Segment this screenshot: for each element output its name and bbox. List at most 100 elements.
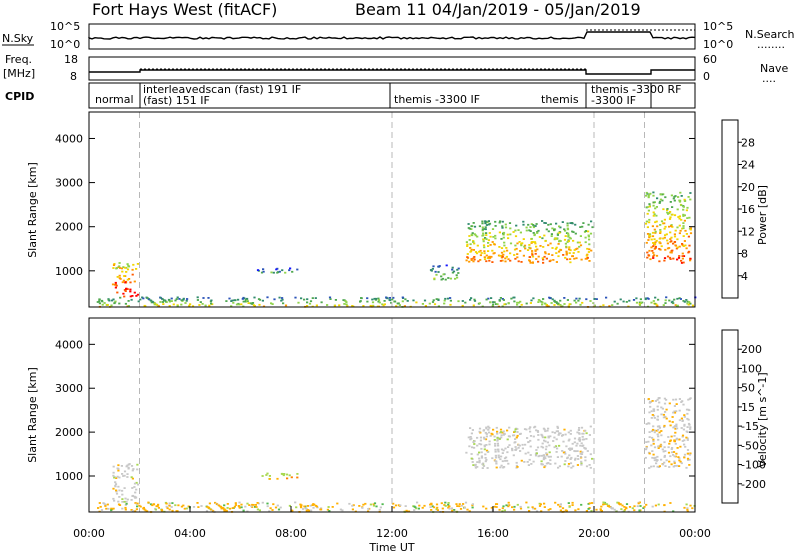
- echo-cell: [528, 229, 531, 232]
- echo-cell: [492, 303, 495, 306]
- echo-cell: [423, 504, 426, 507]
- echo-cell: [331, 506, 334, 508]
- echo-cell: [437, 271, 440, 273]
- echo-cell: [121, 473, 124, 475]
- echo-cell: [240, 303, 243, 306]
- echo-cell: [515, 436, 518, 439]
- echo-cell: [262, 305, 266, 308]
- echo-cell: [231, 507, 234, 509]
- echo-cell: [653, 254, 656, 256]
- echo-cell: [660, 406, 663, 409]
- echo-cell: [435, 273, 438, 276]
- echo-cell: [671, 206, 674, 208]
- echo-cell: [674, 195, 677, 197]
- echo-cell: [501, 255, 504, 258]
- echo-cell: [688, 301, 691, 303]
- echo-cell: [101, 303, 104, 306]
- echo-cell: [664, 465, 667, 467]
- echo-cell: [544, 302, 547, 305]
- echo-cell: [306, 301, 309, 304]
- echo-cell: [112, 298, 115, 301]
- echo-cell: [383, 303, 386, 306]
- echo-cell: [432, 265, 435, 268]
- echo-cell: [125, 465, 128, 468]
- echo-cell: [566, 224, 569, 227]
- echo-cell: [519, 231, 522, 234]
- echo-cell: [111, 283, 115, 286]
- echo-cell: [339, 508, 342, 511]
- echo-cell: [579, 235, 582, 237]
- echo-cell: [214, 501, 217, 504]
- nave-tick-bottom: 0: [703, 70, 710, 83]
- echo-cell: [481, 222, 484, 225]
- cpid-segment-themis: themis: [541, 93, 579, 106]
- echo-cell: [651, 436, 654, 439]
- echo-cell: [608, 505, 611, 508]
- echo-cell: [251, 303, 254, 305]
- echo-cell: [679, 460, 682, 463]
- echo-cell: [561, 507, 565, 510]
- echo-cell: [485, 260, 488, 263]
- echo-cell: [652, 425, 655, 428]
- echo-cell: [602, 304, 605, 307]
- echo-cell: [290, 476, 293, 479]
- echo-cell: [587, 230, 590, 233]
- echo-cell: [479, 259, 482, 261]
- echo-cell: [529, 435, 533, 437]
- echo-cell: [474, 466, 477, 469]
- echo-cell: [186, 298, 189, 300]
- echo-cell: [123, 275, 126, 277]
- echo-cell: [663, 461, 666, 464]
- echo-cell: [549, 463, 552, 465]
- echo-cell: [257, 502, 260, 505]
- nsky-right-tick-top: 10^5: [703, 20, 733, 33]
- echo-cell: [654, 232, 657, 234]
- echo-cell: [488, 443, 491, 446]
- echo-cell: [238, 506, 241, 509]
- echo-cell: [579, 452, 582, 455]
- echo-cell: [577, 429, 581, 431]
- echo-cell: [578, 297, 581, 300]
- echo-cell: [161, 298, 164, 301]
- echo-cell: [523, 245, 526, 248]
- echo-cell: [385, 296, 388, 299]
- echo-cell: [682, 225, 685, 227]
- echo-cell: [308, 302, 312, 305]
- echo-cell: [660, 444, 663, 447]
- echo-cell: [124, 281, 127, 284]
- echo-cell: [221, 507, 224, 510]
- echo-cell: [261, 501, 264, 504]
- echo-cell: [555, 438, 558, 441]
- echo-cell: [563, 238, 567, 241]
- y-tick-label: 2000: [55, 221, 83, 234]
- echo-cell: [280, 472, 283, 475]
- echo-cell: [516, 303, 519, 306]
- echo-cell: [623, 506, 626, 508]
- echo-cell: [493, 252, 496, 254]
- echo-cell: [404, 505, 407, 507]
- echo-cell: [578, 432, 581, 434]
- echo-cell: [481, 226, 484, 229]
- echo-cell: [562, 451, 565, 454]
- cpid-segment-normal: normal: [95, 93, 134, 106]
- echo-cell: [558, 225, 561, 228]
- echo-cell: [320, 508, 323, 511]
- echo-cell: [115, 490, 118, 493]
- echo-cell: [483, 252, 486, 255]
- echo-cell: [513, 248, 517, 251]
- echo-cell: [540, 433, 543, 436]
- echo-cell: [506, 459, 509, 462]
- echo-cell: [118, 265, 121, 268]
- echo-cell: [669, 455, 672, 458]
- echo-cell: [471, 503, 474, 506]
- echo-cell: [481, 234, 484, 237]
- echo-cell: [652, 245, 655, 248]
- echo-cell: [152, 503, 156, 506]
- echo-cell: [484, 460, 487, 463]
- echo-cell: [392, 506, 396, 509]
- echo-cell: [469, 427, 472, 429]
- echo-cell: [680, 204, 683, 207]
- echo-cell: [651, 250, 654, 252]
